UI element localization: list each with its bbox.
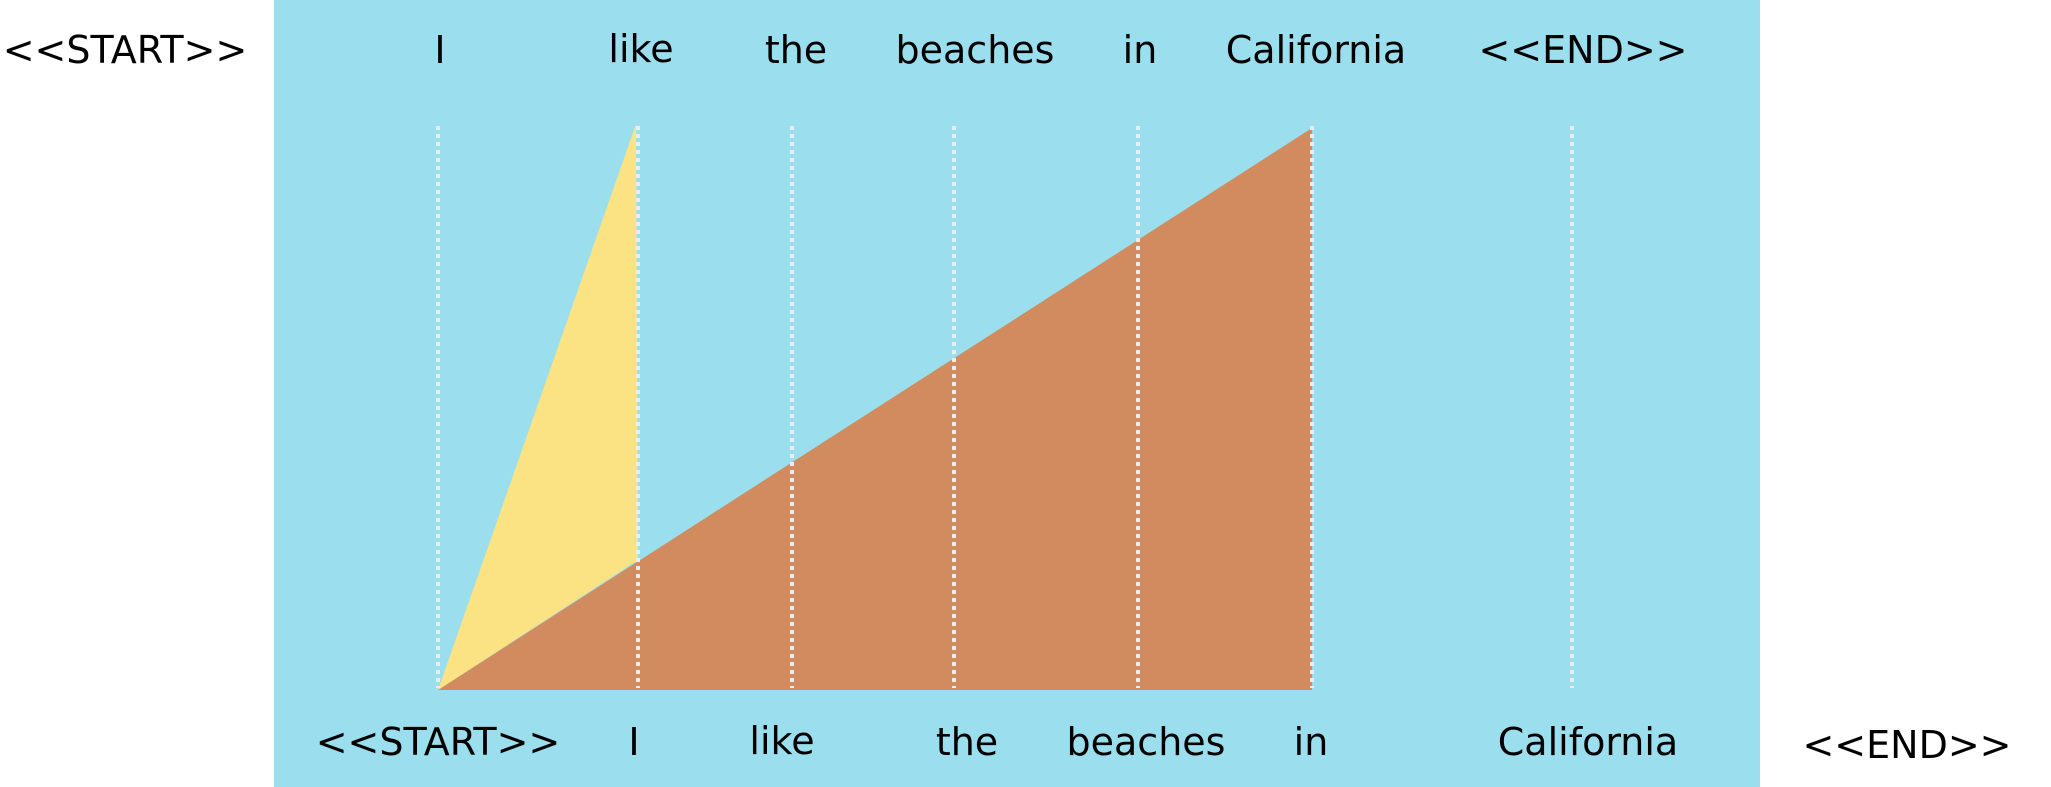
bottom-token-end: <<END>> (1802, 723, 2011, 767)
bottom-token-like: like (749, 719, 814, 763)
bottom-token-start: <<START>> (316, 720, 561, 764)
top-token-like: like (608, 27, 673, 71)
bottom-token-i: I (628, 720, 639, 764)
top-token-in: in (1123, 28, 1158, 72)
top-token-the: the (765, 28, 827, 72)
top-token-california: California (1226, 28, 1406, 72)
short-span-triangle (438, 124, 638, 690)
bottom-token-california: California (1498, 720, 1678, 764)
bottom-token-beaches: beaches (1067, 720, 1226, 764)
top-token-start: <<START>> (3, 28, 248, 72)
top-token-i: I (434, 28, 445, 72)
top-token-end: <<END>> (1478, 28, 1687, 72)
long-span-triangle (438, 128, 1312, 690)
bottom-token-in: in (1294, 720, 1329, 764)
bottom-token-row: <<START>> I like the beaches in Californ… (316, 719, 2012, 767)
guide-lines (436, 126, 1574, 688)
top-token-beaches: beaches (896, 28, 1055, 72)
bottom-token-the: the (936, 720, 998, 764)
top-token-row: <<START>> I like the beaches in Californ… (3, 27, 1688, 72)
